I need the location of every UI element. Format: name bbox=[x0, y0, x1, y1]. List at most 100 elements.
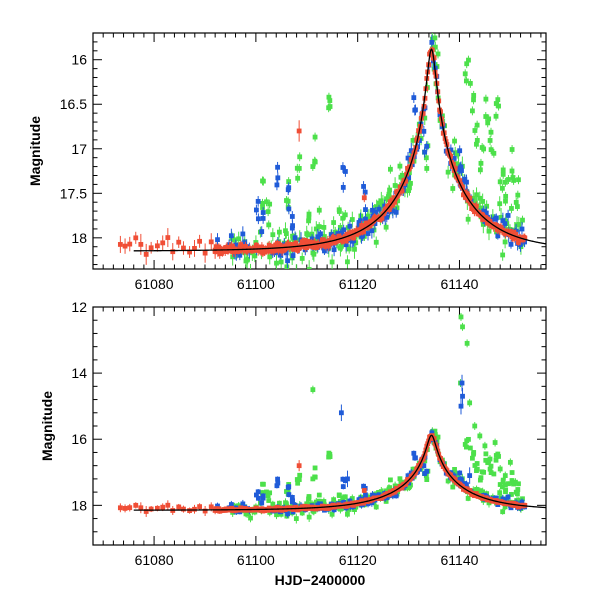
y-tick-label: 16.5 bbox=[60, 96, 87, 112]
green-marker bbox=[270, 232, 276, 238]
red-marker bbox=[154, 243, 160, 249]
red-marker bbox=[386, 207, 392, 212]
green-marker bbox=[345, 511, 350, 517]
green-data-point bbox=[424, 477, 430, 482]
green-marker bbox=[484, 203, 490, 209]
green-data-point bbox=[299, 509, 305, 517]
green-marker bbox=[432, 44, 438, 50]
green-data-point bbox=[510, 480, 516, 486]
blue-marker bbox=[215, 237, 220, 243]
blue-marker bbox=[493, 495, 499, 501]
green-marker bbox=[477, 488, 483, 494]
green-marker bbox=[477, 195, 483, 201]
blue-marker bbox=[289, 495, 295, 500]
green-marker bbox=[285, 198, 291, 204]
green-marker bbox=[502, 482, 508, 488]
blue-marker bbox=[275, 480, 281, 486]
green-data-point bbox=[329, 254, 335, 269]
green-data-point bbox=[488, 127, 494, 137]
blue-data-point bbox=[275, 480, 281, 486]
blue-data-point bbox=[260, 493, 266, 499]
blue-marker bbox=[421, 463, 427, 469]
red-marker bbox=[379, 215, 385, 221]
red-marker bbox=[117, 505, 123, 511]
green-marker bbox=[293, 516, 299, 521]
green-marker bbox=[286, 179, 292, 184]
red-marker bbox=[259, 244, 265, 250]
blue-marker bbox=[343, 169, 348, 174]
green-marker bbox=[488, 470, 494, 476]
green-data-point bbox=[296, 477, 302, 482]
green-data-point bbox=[497, 177, 503, 187]
red-data-point bbox=[165, 228, 171, 248]
red-data-point bbox=[275, 239, 280, 248]
red-data-point bbox=[187, 246, 192, 258]
blue-data-point bbox=[286, 182, 292, 194]
green-marker bbox=[327, 98, 333, 103]
green-data-point bbox=[474, 120, 480, 130]
blue-marker bbox=[376, 206, 382, 212]
green-marker bbox=[474, 141, 479, 147]
x-tick-label: 61140 bbox=[441, 276, 479, 292]
x-tick-label: 61100 bbox=[237, 552, 275, 568]
green-marker bbox=[312, 134, 318, 140]
red-marker bbox=[399, 485, 405, 491]
green-marker bbox=[294, 271, 299, 276]
red-marker bbox=[361, 229, 366, 234]
green-marker bbox=[496, 103, 501, 109]
green-data-point bbox=[471, 451, 476, 457]
green-data-point bbox=[293, 513, 299, 524]
red-marker bbox=[323, 243, 329, 249]
blue-data-point bbox=[255, 495, 261, 502]
green-data-point bbox=[502, 482, 508, 488]
green-data-point bbox=[388, 477, 393, 483]
blue-marker bbox=[329, 232, 335, 238]
red-marker bbox=[165, 235, 171, 240]
green-marker bbox=[478, 160, 484, 166]
green-marker bbox=[337, 224, 343, 230]
blue-marker bbox=[340, 476, 346, 482]
green-data-point bbox=[483, 451, 489, 457]
blue-marker bbox=[408, 148, 414, 154]
blue-marker bbox=[259, 500, 265, 506]
green-marker bbox=[462, 71, 468, 77]
green-data-point bbox=[342, 494, 348, 500]
green-marker bbox=[472, 463, 478, 468]
blue-marker bbox=[285, 258, 290, 264]
red-marker bbox=[133, 235, 139, 241]
blue-marker bbox=[508, 241, 514, 247]
green-data-point bbox=[423, 153, 429, 163]
red-marker bbox=[197, 504, 203, 510]
red-marker bbox=[213, 244, 219, 250]
red-data-point bbox=[122, 238, 128, 254]
blue-marker bbox=[228, 502, 234, 507]
green-marker bbox=[346, 246, 352, 252]
green-data-point bbox=[493, 457, 499, 463]
green-marker bbox=[502, 239, 508, 245]
green-data-point bbox=[452, 467, 457, 472]
blue-marker bbox=[318, 231, 323, 237]
green-data-point bbox=[321, 219, 327, 235]
blue-marker bbox=[275, 175, 281, 181]
red-marker bbox=[305, 238, 311, 244]
green-marker bbox=[410, 466, 416, 472]
blue-marker bbox=[519, 226, 525, 232]
y-tick-label: 16 bbox=[71, 52, 87, 68]
blue-data-point bbox=[255, 489, 261, 495]
blue-marker bbox=[240, 231, 246, 237]
green-marker bbox=[327, 451, 333, 457]
red-marker bbox=[117, 242, 123, 247]
blue-data-point bbox=[457, 145, 463, 157]
green-marker bbox=[503, 198, 508, 204]
blue-marker bbox=[508, 505, 514, 511]
red-data-point bbox=[154, 240, 160, 252]
green-marker bbox=[276, 500, 282, 506]
green-data-point bbox=[445, 477, 451, 485]
blue-marker bbox=[275, 164, 280, 170]
red-marker bbox=[464, 191, 470, 197]
blue-marker bbox=[255, 198, 261, 204]
green-data-point bbox=[248, 513, 253, 523]
green-marker bbox=[498, 214, 504, 220]
green-data-point bbox=[496, 101, 501, 111]
green-data-point bbox=[520, 215, 525, 225]
